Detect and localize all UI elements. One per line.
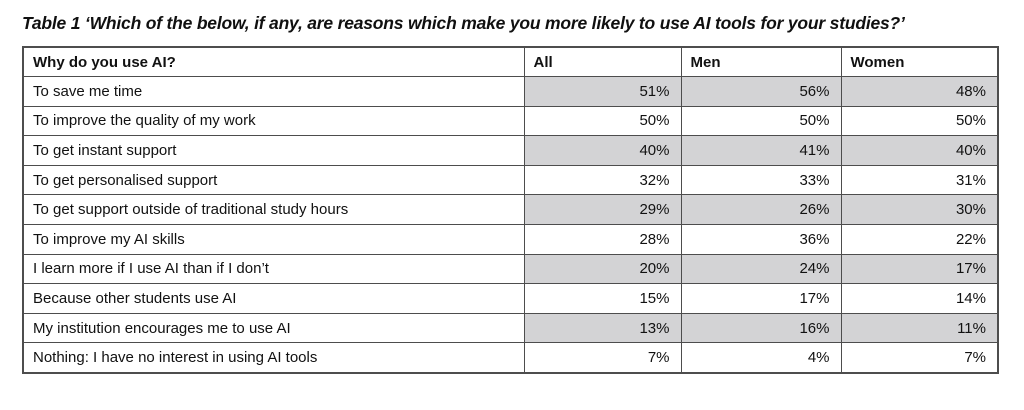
value-all: 28% <box>523 224 682 255</box>
row-label: Because other students use AI <box>22 283 525 314</box>
table-row: To save me time 51% 56% 48% <box>22 76 999 107</box>
column-header-all: All <box>523 46 682 78</box>
value-women: 40% <box>840 135 999 166</box>
value-men: 4% <box>680 342 842 374</box>
table-row: Because other students use AI 15% 17% 14… <box>22 283 999 314</box>
value-women: 17% <box>840 253 999 285</box>
row-label: I learn more if I use AI than if I don’t <box>22 253 525 285</box>
value-women: 7% <box>840 342 999 374</box>
value-men: 26% <box>680 194 842 226</box>
row-label: To improve my AI skills <box>22 224 525 255</box>
value-all: 40% <box>523 135 682 166</box>
value-all: 50% <box>523 105 682 137</box>
value-all: 15% <box>523 283 682 314</box>
table-row: To improve the quality of my work 50% 50… <box>22 105 999 137</box>
table-row: Nothing: I have no interest in using AI … <box>22 342 999 374</box>
header-row: Why do you use AI? All Men Women <box>22 46 999 78</box>
value-all: 13% <box>523 312 682 344</box>
value-men: 50% <box>680 105 842 137</box>
row-label: To save me time <box>22 76 525 107</box>
row-label: My institution encourages me to use AI <box>22 312 525 344</box>
value-women: 31% <box>840 164 999 196</box>
column-header-women: Women <box>840 46 999 78</box>
table-row: To get personalised support 32% 33% 31% <box>22 164 999 196</box>
value-all: 32% <box>523 164 682 196</box>
value-all: 29% <box>523 194 682 226</box>
value-women: 14% <box>840 283 999 314</box>
row-label: To get instant support <box>22 135 525 166</box>
value-all: 7% <box>523 342 682 374</box>
table-row: I learn more if I use AI than if I don’t… <box>22 253 999 285</box>
value-all: 20% <box>523 253 682 285</box>
row-label: To improve the quality of my work <box>22 105 525 137</box>
row-label: Nothing: I have no interest in using AI … <box>22 342 525 374</box>
reasons-table: Why do you use AI? All Men Women To save… <box>22 46 999 374</box>
table-row: To get instant support 40% 41% 40% <box>22 135 999 166</box>
value-men: 17% <box>680 283 842 314</box>
value-women: 11% <box>840 312 999 344</box>
value-all: 51% <box>523 76 682 107</box>
table-body: To save me time 51% 56% 48% To improve t… <box>22 76 999 374</box>
table-row: My institution encourages me to use AI 1… <box>22 312 999 344</box>
row-label: To get support outside of traditional st… <box>22 194 525 226</box>
column-header-men: Men <box>680 46 842 78</box>
table-row: To get support outside of traditional st… <box>22 194 999 226</box>
value-men: 33% <box>680 164 842 196</box>
row-label: To get personalised support <box>22 164 525 196</box>
value-women: 30% <box>840 194 999 226</box>
value-women: 48% <box>840 76 999 107</box>
value-women: 50% <box>840 105 999 137</box>
column-header-question: Why do you use AI? <box>22 46 525 78</box>
table-row: To improve my AI skills 28% 36% 22% <box>22 224 999 255</box>
value-men: 16% <box>680 312 842 344</box>
value-men: 24% <box>680 253 842 285</box>
value-women: 22% <box>840 224 999 255</box>
table-header: Why do you use AI? All Men Women <box>22 46 999 78</box>
value-men: 56% <box>680 76 842 107</box>
table-caption: Table 1 ‘Which of the below, if any, are… <box>22 13 905 33</box>
value-men: 41% <box>680 135 842 166</box>
value-men: 36% <box>680 224 842 255</box>
